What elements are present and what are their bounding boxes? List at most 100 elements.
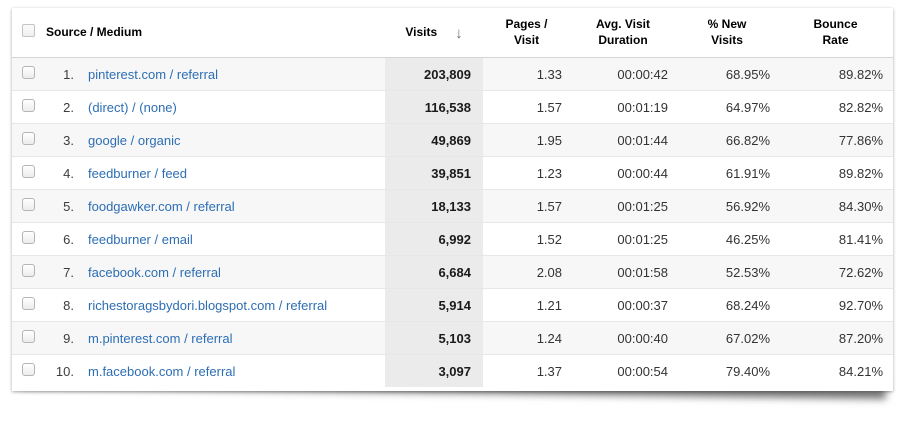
source-medium-link[interactable]: google / organic (88, 132, 181, 148)
source-medium-cell: m.pinterest.com / referral (74, 321, 385, 355)
source-medium-link[interactable]: richestoragsbydori.blogspot.com / referr… (88, 297, 328, 313)
row-checkbox-cell (12, 288, 44, 322)
source-medium-cell: richestoragsbydori.blogspot.com / referr… (74, 288, 385, 322)
row-rank: 4. (44, 156, 74, 190)
bounce-rate-value: 77.86% (778, 123, 893, 157)
row-checkbox-cell (12, 354, 44, 387)
row-checkbox-cell (12, 90, 44, 124)
pct-new-visits-value: 56.92% (676, 189, 778, 223)
avg-visit-duration-value: 00:00:54 (570, 354, 676, 387)
table-row: 3. google / organic 49,869 1.95 00:01:44… (12, 123, 893, 157)
pages-per-visit-value: 1.24 (483, 321, 570, 355)
source-medium-link[interactable]: facebook.com / referral (88, 264, 221, 280)
row-rank: 1. (63, 66, 74, 82)
sort-descending-icon[interactable]: ↓ (455, 24, 463, 42)
pages-per-visit-value: 2.08 (483, 255, 570, 289)
pct-new-visits-value: 67.02% (676, 321, 778, 355)
select-all-cell (12, 8, 44, 58)
avg-visit-duration-value: 00:00:40 (570, 321, 676, 355)
source-medium-cell: feedburner / feed (74, 156, 385, 190)
avg-visit-duration-value: 00:01:25 (570, 189, 676, 223)
source-medium-header-label: Source / Medium (46, 24, 143, 39)
row-rank: 2. (44, 90, 74, 124)
row-checkbox[interactable] (21, 297, 35, 310)
row-rank: 7. (44, 255, 74, 289)
visits-value: 203,809 (385, 57, 483, 91)
column-header-visits[interactable]: Visits ↓ (385, 8, 483, 58)
pct-new-visits-header-label: % New Visits (707, 16, 747, 47)
bounce-rate-value: 89.82% (778, 156, 893, 190)
visits-header-label: Visits (405, 24, 438, 39)
table-row: 10. m.facebook.com / referral 3,097 1.37… (12, 354, 893, 387)
pct-new-visits-value: 52.53% (676, 255, 778, 289)
table-row: 7. facebook.com / referral 6,684 2.08 00… (12, 255, 893, 289)
pages-per-visit-value: 1.21 (483, 288, 570, 322)
row-checkbox-cell (12, 189, 44, 223)
source-medium-link[interactable]: pinterest.com / referral (88, 66, 219, 82)
row-checkbox[interactable] (21, 231, 35, 244)
row-checkbox[interactable] (21, 198, 35, 211)
column-header-pages-per-visit[interactable]: Pages / Visit (483, 8, 570, 58)
table-row: 8. richestoragsbydori.blogspot.com / ref… (12, 288, 893, 322)
table-row: 9. m.pinterest.com / referral 5,103 1.24… (12, 321, 893, 355)
avg-visit-duration-header-label: Avg. Visit Duration (595, 16, 651, 47)
source-medium-link[interactable]: (direct) / (none) (88, 99, 177, 115)
row-rank: 6. (44, 222, 74, 256)
row-checkbox[interactable] (21, 165, 35, 178)
source-medium-link[interactable]: feedburner / email (88, 231, 193, 247)
avg-visit-duration-value: 00:00:42 (617, 66, 668, 82)
traffic-sources-panel: Source / Medium Visits ↓ Pages / Visit Av… (12, 8, 893, 391)
row-checkbox[interactable] (21, 66, 35, 79)
row-checkbox[interactable] (21, 264, 35, 277)
bounce-rate-value: 92.70% (778, 288, 893, 322)
select-all-checkbox[interactable] (21, 23, 35, 37)
avg-visit-duration-value: 00:00:44 (570, 156, 676, 190)
visits-value: 39,851 (385, 156, 483, 190)
row-rank: 9. (44, 321, 74, 355)
visits-value: 5,914 (385, 288, 483, 322)
source-medium-table: Source / Medium Visits ↓ Pages / Visit Av… (12, 8, 893, 387)
pages-per-visit-value: 1.52 (483, 222, 570, 256)
visits-value: 6,992 (385, 222, 483, 256)
pct-new-visits-value: 79.40% (676, 354, 778, 387)
row-checkbox-cell (12, 222, 44, 256)
visits-value: 6,684 (385, 255, 483, 289)
source-medium-link[interactable]: m.pinterest.com / referral (88, 330, 233, 346)
row-rank: 5. (44, 189, 74, 223)
source-medium-link[interactable]: m.facebook.com / referral (88, 363, 236, 379)
pct-new-visits-value: 64.97% (676, 90, 778, 124)
column-header-avg-visit-duration[interactable]: Avg. Visit Duration (570, 8, 676, 58)
visits-value: 18,133 (385, 189, 483, 223)
row-checkbox[interactable] (21, 363, 35, 376)
column-header-pct-new-visits[interactable]: % New Visits (676, 8, 778, 58)
row-checkbox-cell (12, 123, 44, 157)
table-row: 2. (direct) / (none) 116,538 1.57 00:01:… (12, 90, 893, 124)
pages-per-visit-value: 1.33 (536, 66, 562, 82)
avg-visit-duration-value: 00:01:44 (570, 123, 676, 157)
pages-per-visit-value: 1.23 (483, 156, 570, 190)
source-medium-cell: (direct) / (none) (74, 90, 385, 124)
bounce-rate-value: 84.30% (778, 189, 893, 223)
pct-new-visits-value: 61.91% (676, 156, 778, 190)
row-rank: 8. (44, 288, 74, 322)
row-checkbox[interactable] (21, 330, 35, 343)
row-checkbox[interactable] (21, 132, 35, 145)
source-medium-link[interactable]: foodgawker.com / referral (88, 198, 235, 214)
table-row: 4. feedburner / feed 39,851 1.23 00:00:4… (12, 156, 893, 190)
source-medium-cell: foodgawker.com / referral (74, 189, 385, 223)
bounce-rate-value: 89.82% (838, 66, 883, 82)
source-medium-cell: google / organic (74, 123, 385, 157)
row-checkbox-cell (12, 156, 44, 190)
column-header-source-medium[interactable]: Source / Medium (44, 8, 385, 58)
row-checkbox-cell (12, 321, 44, 355)
source-medium-cell: feedburner / email (74, 222, 385, 256)
pages-per-visit-value: 1.37 (483, 354, 570, 387)
column-header-bounce-rate[interactable]: Bounce Rate (778, 8, 893, 58)
row-checkbox[interactable] (21, 99, 35, 112)
pct-new-visits-value: 66.82% (676, 123, 778, 157)
source-medium-link[interactable]: feedburner / feed (88, 165, 188, 181)
table-header-row: Source / Medium Visits ↓ Pages / Visit Av… (12, 8, 893, 58)
avg-visit-duration-value: 00:01:19 (570, 90, 676, 124)
avg-visit-duration-value: 00:00:37 (570, 288, 676, 322)
